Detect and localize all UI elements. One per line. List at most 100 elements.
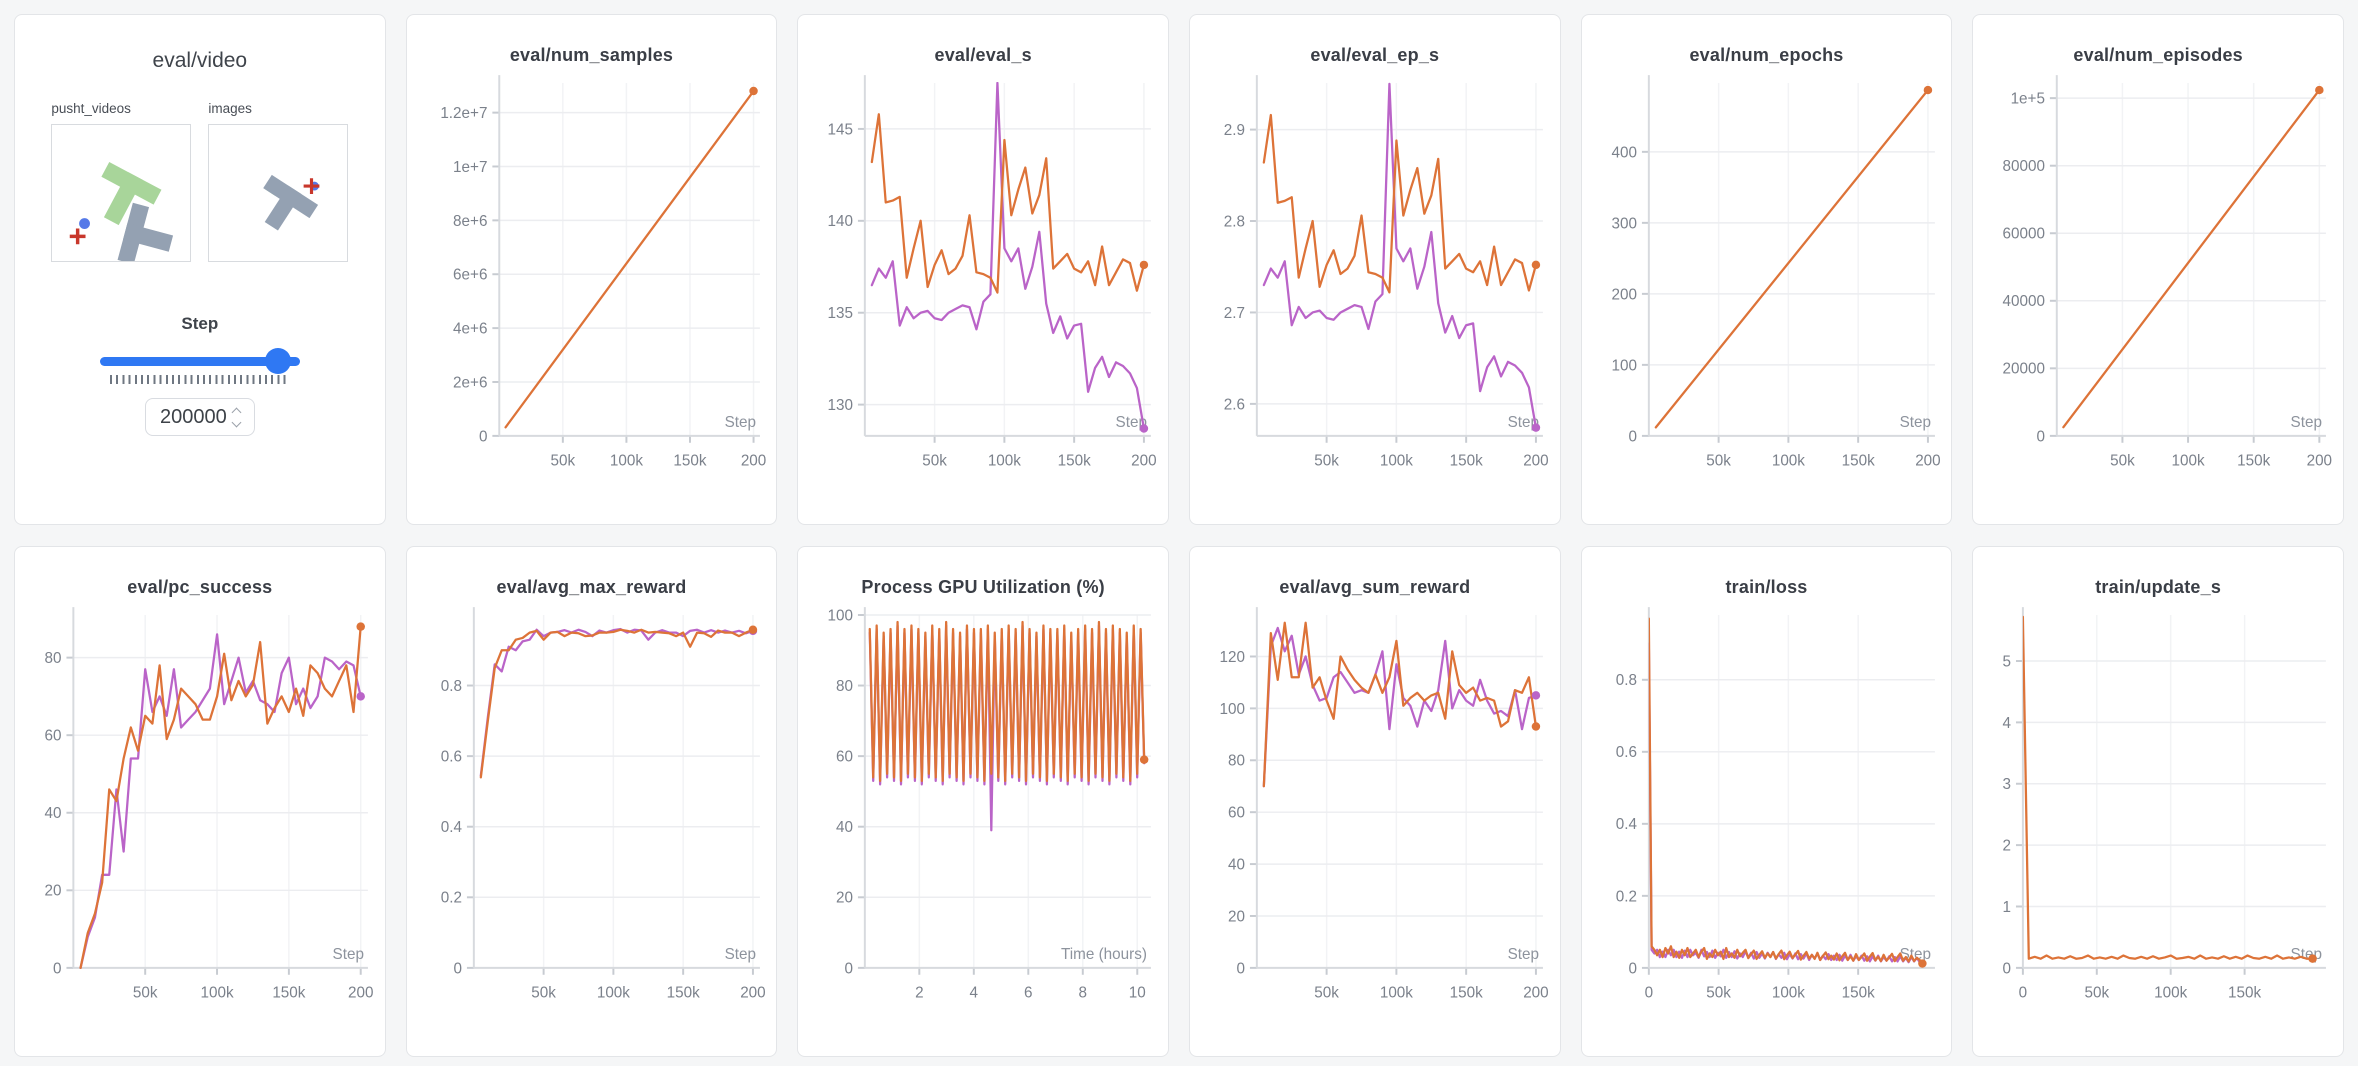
panel-train-loss: train/loss 0 50k 100k 150k 0 0.2 0.4 0.6 0.8 Step (1580, 546, 1953, 1057)
panel-eval-avg-sum-reward: eval/avg_sum_reward 50k 100k 150k 200 0 20 40 6… (1188, 546, 1561, 1057)
x-tick-label: 100k (1771, 452, 1804, 469)
y-tick-label: 0 (845, 960, 854, 977)
x-tick-label: 150k (1450, 452, 1483, 469)
x-tick-label: 150k (1058, 452, 1091, 469)
target-cross (303, 178, 320, 194)
y-tick-label: 120 (1220, 649, 1245, 666)
y-tick-label: 1e+5 (2011, 91, 2045, 108)
chart-plot[interactable]: 50k 100k 150k 200 130 135 140 145 Step (798, 66, 1168, 511)
x-tick-label: 200 (740, 452, 765, 469)
y-tick-label: 3 (2003, 776, 2012, 793)
y-tick-label: 80 (1228, 753, 1245, 770)
chart-plot[interactable]: 50k 100k 150k 200 0 20 40 60 80 Step (15, 598, 385, 1043)
series-line-run-orange (1262, 621, 1538, 788)
y-tick-label: 0.8 (440, 678, 461, 695)
x-tick-label: 8 (1079, 984, 1088, 1001)
y-tick-label: 100 (828, 607, 853, 624)
x-axis-title: Step (2291, 946, 2322, 963)
step-number-input[interactable]: 200000 (144, 398, 255, 436)
series-end-dot-run-orange (1140, 260, 1149, 270)
x-tick-label: 100k (2154, 984, 2187, 1001)
series-end-dot-run-orange (1140, 755, 1149, 764)
chart-plot[interactable]: 50k 100k 150k 200 2.6 2.7 2.8 2.9 Step (1190, 66, 1560, 511)
series-line-run-purple (479, 627, 754, 777)
y-tick-label: 2 (2003, 838, 2012, 855)
stepper-down-icon[interactable] (231, 417, 242, 427)
series-line-run-purple (1648, 642, 1924, 966)
x-tick-label: 2 (915, 984, 924, 1001)
y-tick-label: 2.9 (1224, 122, 1245, 139)
y-tick-label: 0.2 (1615, 888, 1636, 905)
x-tick-label: 100k (1380, 452, 1413, 469)
step-slider-handle[interactable] (264, 348, 291, 374)
y-tick-label: 40000 (2003, 293, 2045, 310)
y-tick-label: 0.4 (1615, 816, 1637, 833)
chart-title: eval/pc_success (127, 577, 273, 597)
y-tick-label: 2.6 (1224, 396, 1245, 413)
y-tick-label: 60 (45, 728, 62, 745)
chart-title: train/update_s (2095, 577, 2222, 597)
series-line-run-orange (1654, 88, 1929, 429)
y-tick-label: 145 (828, 121, 853, 138)
series-end-dot-run-orange (748, 86, 758, 96)
y-tick-label: 0.6 (1615, 744, 1636, 761)
y-tick-label: 8e+6 (453, 213, 487, 230)
y-tick-label: 40 (45, 805, 62, 822)
series-line-run-orange (868, 620, 1146, 783)
x-tick-label: 50k (2110, 452, 2135, 469)
y-tick-label: 0.8 (1615, 672, 1636, 689)
series-group (2062, 88, 2321, 429)
chart-title: eval/eval_s (934, 45, 1032, 65)
x-axis-title: Time (hours) (1061, 946, 1147, 963)
stepper-up-icon[interactable] (231, 407, 242, 417)
series-group (2023, 615, 2315, 960)
y-tick-label: 80 (45, 650, 62, 667)
chart-title: eval/avg_sum_reward (1279, 577, 1471, 597)
x-tick-label: 50k (1314, 984, 1339, 1001)
chart-title: eval/num_epochs (1689, 45, 1844, 65)
y-tick-label: 2e+6 (453, 374, 487, 391)
series-end-dot-run-purple (1531, 691, 1541, 700)
panel-train-update-s: train/update_s 0 50k 100k 150k 0 1 2 3 4 5 Step (1972, 546, 2344, 1057)
media-row: pusht_videos (15, 101, 385, 262)
green-t-shape (101, 162, 162, 226)
series-end-dot-run-purple (1531, 423, 1541, 432)
chart-plot[interactable]: 0 50k 100k 150k 0 1 2 3 4 5 Step (1973, 598, 2343, 1043)
y-tick-label: 0 (2037, 428, 2046, 445)
video-thumbnail-pusht[interactable] (51, 124, 192, 262)
y-tick-label: 20 (836, 890, 853, 907)
x-tick-label: 0 (1644, 984, 1653, 1001)
panel-eval-pc-success: eval/pc_success 50k 100k 150k 200 0 20 40 60 80 S… (14, 546, 386, 1057)
panel-eval-num-samples: eval/num_samples 50k 100k 150k 200 0 2e+6 4e+6… (405, 14, 778, 525)
series-group (1648, 617, 1924, 966)
x-axis-title: Step (1116, 414, 1147, 431)
series-group (1654, 88, 1929, 429)
media-item-pusht-videos: pusht_videos (51, 101, 192, 262)
chart-title: eval/num_episodes (2073, 45, 2243, 65)
step-value[interactable]: 200000 (159, 405, 227, 428)
y-tick-label: 2.8 (1224, 213, 1245, 230)
image-thumbnail[interactable] (208, 124, 349, 262)
y-tick-label: 4 (2003, 715, 2012, 732)
chart-title: eval/avg_max_reward (496, 577, 687, 597)
y-tick-label: 6e+6 (453, 267, 487, 284)
y-tick-label: 135 (828, 305, 853, 322)
chart-plot[interactable]: 50k 100k 150k 200 0 100 200 300 400 Step (1582, 66, 1952, 511)
x-tick-label: 150k (272, 984, 305, 1001)
chart-plot[interactable]: 50k 100k 150k 200 0 20 40 60 80 100 120 Step (1190, 598, 1560, 1043)
series-line-run-purple (1262, 82, 1538, 429)
x-tick-label: 150k (666, 984, 699, 1001)
chart-plot[interactable]: 50k 100k 150k 200 0 20000 40000 60000 80000 1e+5 S… (1973, 66, 2343, 511)
y-tick-label: 130 (828, 397, 853, 414)
media-item-images: images (208, 101, 349, 262)
series-line-run-purple (871, 81, 1146, 430)
step-slider-track[interactable] (99, 357, 300, 366)
step-input-stepper[interactable] (231, 407, 242, 427)
y-tick-label: 20 (45, 883, 62, 900)
step-slider[interactable] (99, 348, 300, 374)
chart-plot[interactable]: 50k 100k 150k 200 0 0.2 0.4 0.6 0.8 Step (407, 598, 777, 1043)
chart-plot[interactable]: 50k 100k 150k 200 0 2e+6 4e+6 6e+6 8e+6 1e+7 1.2e+… (407, 66, 777, 511)
